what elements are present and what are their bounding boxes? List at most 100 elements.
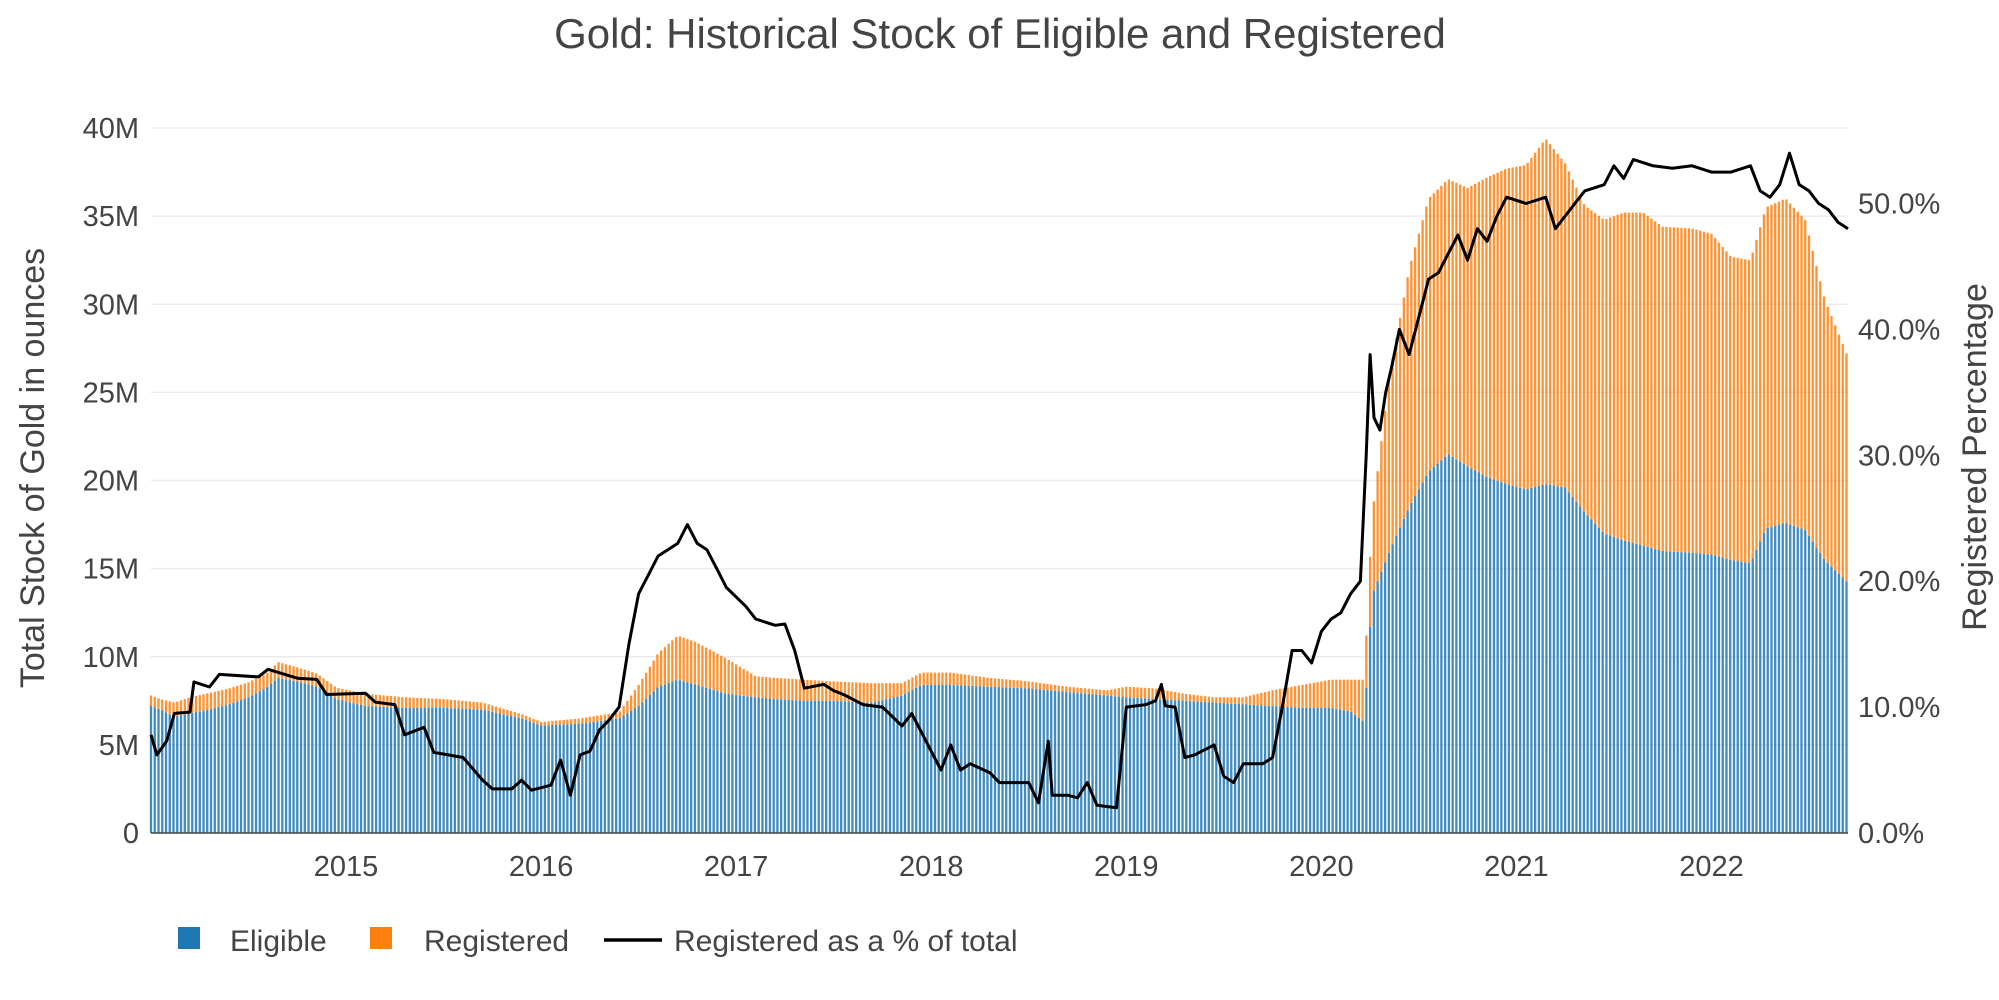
bar-registered bbox=[1106, 690, 1109, 696]
bar-registered bbox=[506, 709, 509, 716]
bar-eligible bbox=[1391, 544, 1394, 833]
bar-registered bbox=[1575, 187, 1578, 502]
bar-eligible bbox=[543, 725, 547, 833]
bar-eligible bbox=[1245, 704, 1248, 833]
bar-eligible bbox=[948, 684, 952, 833]
bar-eligible bbox=[783, 699, 787, 833]
bar-registered bbox=[1297, 685, 1301, 708]
bar-eligible bbox=[172, 716, 175, 833]
bar-eligible bbox=[1222, 703, 1225, 833]
bar-registered bbox=[607, 713, 610, 720]
bar-registered bbox=[603, 714, 607, 721]
bar-eligible bbox=[637, 706, 640, 833]
bar-registered bbox=[434, 698, 438, 708]
bar-eligible bbox=[862, 702, 865, 833]
bar-registered bbox=[1466, 187, 1469, 467]
bar-eligible bbox=[787, 699, 790, 833]
bar-registered bbox=[1631, 212, 1634, 543]
bar-eligible bbox=[791, 700, 794, 833]
bar-eligible bbox=[371, 706, 374, 833]
bar-registered bbox=[1684, 228, 1687, 553]
legend-label-registered[interactable]: Registered bbox=[424, 925, 569, 958]
bar-eligible bbox=[1398, 527, 1402, 833]
bar-registered bbox=[386, 695, 389, 708]
y-axis-right-title: Registered Percentage bbox=[1956, 283, 1994, 631]
bar-registered bbox=[1080, 687, 1083, 694]
bar-registered bbox=[1571, 179, 1574, 498]
bar-registered bbox=[513, 712, 517, 717]
legend-label-eligible[interactable]: Eligible bbox=[230, 925, 327, 958]
bar-registered bbox=[209, 692, 213, 710]
bar-eligible bbox=[877, 701, 880, 833]
bar-eligible bbox=[960, 685, 963, 833]
bar-registered bbox=[1012, 680, 1015, 688]
bar-registered bbox=[1710, 233, 1713, 555]
bar-registered bbox=[1121, 687, 1124, 697]
bar-registered bbox=[1177, 692, 1180, 701]
gridlines bbox=[151, 127, 1848, 746]
bar-eligible bbox=[581, 723, 584, 833]
bar-registered bbox=[1335, 679, 1338, 709]
bar-eligible bbox=[1473, 470, 1477, 833]
bar-registered bbox=[1368, 556, 1372, 627]
bar-eligible bbox=[611, 719, 614, 833]
bar-eligible bbox=[239, 699, 243, 833]
bar-eligible bbox=[1320, 707, 1323, 833]
bar-registered bbox=[247, 682, 250, 698]
bar-eligible bbox=[1579, 506, 1582, 833]
bar-eligible bbox=[149, 706, 153, 833]
bar-registered bbox=[1203, 696, 1207, 703]
bar-registered bbox=[412, 697, 415, 708]
bar-registered bbox=[780, 678, 783, 700]
bar-eligible bbox=[697, 685, 700, 833]
bar-registered bbox=[359, 692, 363, 706]
bar-registered bbox=[1083, 688, 1087, 694]
bar-eligible bbox=[1125, 697, 1128, 833]
bar-eligible bbox=[348, 702, 351, 833]
bar-eligible bbox=[1526, 488, 1529, 833]
bar-eligible bbox=[1282, 706, 1285, 833]
bar-eligible bbox=[1177, 700, 1180, 833]
bar-eligible bbox=[326, 693, 329, 833]
bar-eligible bbox=[1654, 548, 1657, 833]
bar-eligible bbox=[1200, 701, 1203, 833]
bar-registered bbox=[750, 673, 753, 697]
bar-eligible bbox=[757, 697, 760, 833]
bar-eligible bbox=[1729, 559, 1732, 833]
bar-registered bbox=[543, 721, 547, 726]
bar-registered bbox=[547, 721, 550, 726]
bar-eligible bbox=[1447, 454, 1451, 833]
bar-registered bbox=[783, 678, 787, 700]
bar-registered bbox=[464, 701, 468, 709]
bar-registered bbox=[1267, 691, 1270, 706]
bar-eligible bbox=[258, 691, 261, 833]
bar-eligible bbox=[1140, 698, 1143, 833]
legend-label-pct-line[interactable]: Registered as a % of total bbox=[674, 925, 1018, 958]
bar-registered bbox=[457, 700, 460, 709]
bar-eligible bbox=[191, 712, 194, 833]
bar-eligible bbox=[1552, 485, 1556, 833]
bar-registered bbox=[206, 693, 209, 711]
bar-registered bbox=[479, 702, 483, 710]
bar-eligible bbox=[806, 700, 809, 833]
bar-eligible bbox=[1005, 687, 1008, 833]
bar-eligible bbox=[1196, 701, 1199, 833]
bar-registered bbox=[1316, 682, 1319, 708]
bar-registered bbox=[997, 678, 1000, 688]
bar-eligible bbox=[1286, 707, 1289, 833]
bar-registered bbox=[1500, 170, 1503, 483]
bar-registered bbox=[1676, 227, 1679, 552]
bar-registered bbox=[1669, 227, 1672, 552]
bar-eligible bbox=[539, 725, 543, 833]
bar-registered bbox=[1567, 171, 1571, 493]
bar-registered bbox=[705, 647, 708, 688]
bar-registered bbox=[1140, 687, 1143, 699]
bar-eligible bbox=[277, 678, 280, 833]
bar-registered bbox=[903, 681, 907, 694]
bar-registered bbox=[438, 698, 441, 708]
bar-eligible bbox=[1777, 524, 1781, 833]
bar-registered bbox=[798, 679, 802, 701]
bar-registered bbox=[1046, 683, 1049, 691]
bar-registered bbox=[641, 678, 644, 703]
